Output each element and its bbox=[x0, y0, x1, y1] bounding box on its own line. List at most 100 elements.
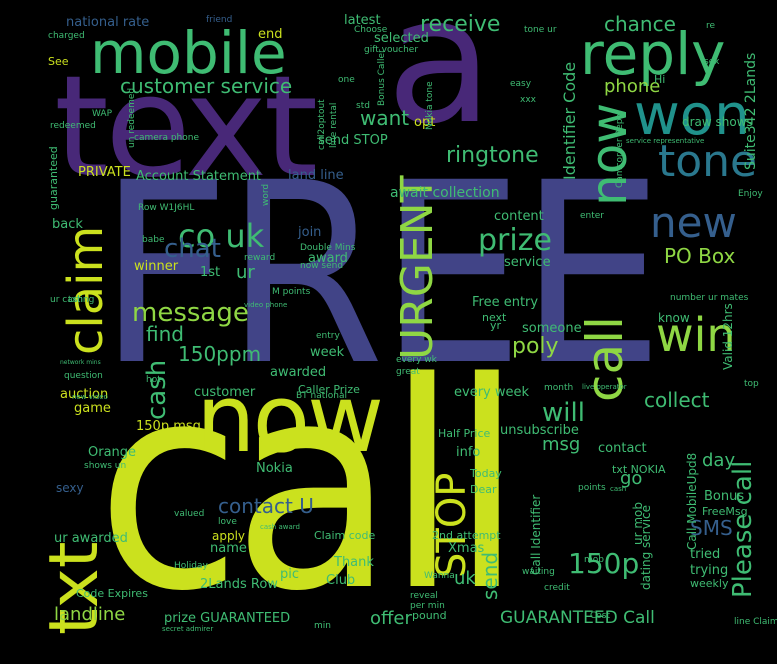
cloud-word: entry bbox=[316, 331, 340, 341]
cloud-word: now send bbox=[300, 261, 344, 271]
cloud-word: FreeMsg bbox=[702, 505, 748, 518]
cloud-word: ur bbox=[236, 262, 255, 283]
cloud-word: Nokia tone bbox=[425, 81, 435, 130]
cloud-word: babe bbox=[142, 235, 165, 245]
cloud-word: camera phone bbox=[134, 133, 200, 143]
cloud-word: will bbox=[542, 398, 585, 428]
cloud-word: cash bbox=[610, 485, 627, 493]
cloud-word: STOP bbox=[429, 472, 475, 578]
word-cloud: FREE call text a now txt mobile reply wo… bbox=[44, 10, 777, 635]
cloud-word: latest bbox=[344, 13, 381, 28]
cloud-word: Half Price bbox=[438, 427, 491, 440]
cloud-word: ringtone bbox=[446, 143, 539, 168]
cloud-word: cash award bbox=[260, 523, 300, 531]
cloud-word: un redeemed bbox=[127, 87, 137, 148]
cloud-word: call bbox=[96, 322, 524, 635]
cloud-word: month bbox=[544, 383, 574, 393]
cloud-word: content bbox=[494, 209, 544, 224]
cloud-word: a bbox=[386, 10, 494, 163]
cloud-word: Orange bbox=[88, 445, 137, 460]
cloud-word: go bbox=[620, 468, 643, 489]
cloud-word: Identifier Code bbox=[560, 61, 579, 180]
cloud-word: Today bbox=[470, 467, 502, 480]
cloud-word: contact U bbox=[218, 494, 314, 518]
cloud-word: live operator bbox=[582, 383, 627, 391]
cloud-word: cash bbox=[142, 359, 172, 420]
cloud-word: call2optout bbox=[317, 99, 327, 150]
cloud-word: mob bbox=[584, 555, 604, 565]
cloud-word: awarded bbox=[270, 365, 327, 380]
cloud-word: 150p bbox=[568, 547, 640, 580]
cloud-word: Cost bbox=[590, 611, 611, 621]
cloud-word: word bbox=[261, 183, 271, 206]
cloud-word: poly bbox=[512, 334, 559, 359]
cloud-word: day bbox=[702, 450, 736, 471]
cloud-word: video phone bbox=[244, 301, 288, 309]
cloud-word: next bbox=[482, 311, 507, 324]
cloud-word: M points bbox=[272, 287, 311, 297]
cloud-word: WAP bbox=[92, 109, 112, 119]
cloud-word: 2nd attempt bbox=[432, 529, 501, 542]
cloud-word: guaranteed bbox=[47, 146, 60, 210]
cloud-word: chat bbox=[164, 234, 221, 264]
cloud-word: Call MobileUpd8 bbox=[685, 452, 699, 550]
cloud-word: auction bbox=[60, 387, 109, 402]
cloud-word: 1st bbox=[200, 265, 221, 280]
cloud-word: text bbox=[54, 46, 318, 209]
cloud-word: name bbox=[210, 541, 247, 556]
cloud-word: top bbox=[744, 379, 759, 389]
cloud-word: sexy bbox=[56, 481, 84, 495]
cloud-word: sex bbox=[704, 57, 720, 67]
cloud-word: service bbox=[504, 255, 551, 270]
cloud-word: Claim code bbox=[314, 529, 376, 542]
cloud-word: txt NOKIA bbox=[612, 463, 666, 476]
cloud-word: valued bbox=[174, 509, 205, 519]
cloud-word: selected bbox=[374, 31, 429, 46]
cloud-word: Wanna bbox=[424, 571, 455, 581]
cloud-word: prize bbox=[478, 223, 552, 258]
cloud-word: Caller Prize bbox=[298, 383, 360, 396]
cloud-word: offer bbox=[370, 608, 412, 629]
cloud-word: Code Expires bbox=[76, 587, 148, 600]
cloud-word: std bbox=[356, 101, 370, 111]
cloud-word: co uk bbox=[178, 217, 265, 255]
cloud-word: message bbox=[132, 298, 249, 328]
cloud-word: want bbox=[360, 106, 410, 130]
cloud-word: phone bbox=[604, 76, 661, 97]
cloud-word: land line bbox=[288, 168, 344, 183]
cloud-word: landline bbox=[54, 604, 126, 625]
cloud-word: Club bbox=[326, 573, 356, 588]
cloud-word: points bbox=[578, 483, 606, 493]
cloud-word: PRIVATE bbox=[78, 165, 131, 180]
cloud-word: win bbox=[656, 308, 736, 362]
cloud-word: line Claim bbox=[734, 617, 777, 627]
cloud-word: reveal bbox=[410, 591, 438, 601]
cloud-word: Double Mins bbox=[300, 243, 356, 253]
cloud-word: Choose bbox=[354, 25, 388, 35]
cloud-word: Valid 12hrs bbox=[721, 303, 735, 370]
cloud-word: every wk bbox=[396, 355, 437, 365]
cloud-word: await collection bbox=[390, 185, 500, 201]
cloud-word: Thank bbox=[334, 555, 374, 570]
cloud-word: reply bbox=[580, 20, 726, 88]
cloud-word: BT national bbox=[296, 391, 348, 401]
cloud-word: txting bbox=[68, 295, 95, 305]
cloud-word: line rental bbox=[329, 102, 339, 148]
cloud-word: Holiday bbox=[174, 561, 208, 571]
cloud-word: xxx bbox=[520, 95, 536, 105]
cloud-word: tone bbox=[658, 136, 758, 187]
cloud-word: Free entry bbox=[472, 295, 539, 310]
cloud-word: great bbox=[396, 367, 420, 377]
cloud-word: Account Statement bbox=[136, 169, 262, 184]
cloud-word: new video bbox=[72, 393, 108, 401]
cloud-word: re bbox=[706, 21, 716, 31]
cloud-word: collect bbox=[644, 388, 710, 412]
cloud-word: back bbox=[52, 217, 83, 232]
cloud-word: game bbox=[74, 401, 111, 416]
cloud-word: pound bbox=[412, 609, 447, 622]
cloud-word: chance bbox=[604, 12, 676, 36]
cloud-word: someone bbox=[522, 321, 582, 336]
cloud-word: love bbox=[218, 517, 237, 527]
cloud-word: question bbox=[64, 371, 103, 381]
cloud-word: award bbox=[308, 251, 348, 266]
